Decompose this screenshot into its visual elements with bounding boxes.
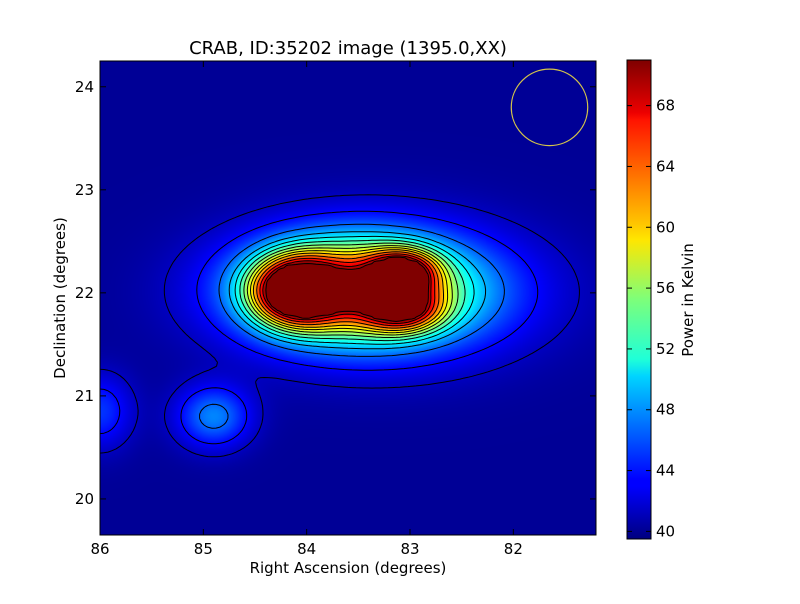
x-tick-label: 82	[504, 540, 523, 558]
y-tick-label: 21	[75, 387, 94, 405]
contour-line	[250, 247, 449, 334]
contour-line	[265, 256, 430, 322]
x-axis-ticks: 86 85 84 83 82	[90, 61, 523, 558]
contour-line	[99, 210, 539, 445]
x-tick-label: 85	[194, 540, 213, 558]
beam-marker	[510, 68, 589, 147]
colorbar: 40 44 48 52 56 60 64 68	[626, 59, 675, 540]
colorbar-ticks: 40 44 48 52 56 60 64 68	[627, 97, 675, 540]
heatmap-image	[100, 61, 596, 535]
contour-line	[262, 255, 432, 324]
contour-line	[243, 242, 459, 338]
y-tick-label: 20	[75, 490, 94, 508]
y-tick-label: 22	[75, 284, 94, 302]
x-axis-label: Right Ascension (degrees)	[250, 559, 447, 577]
colorbar-tick-label: 68	[656, 97, 675, 115]
colorbar-tick-label: 48	[656, 401, 675, 419]
y-axis-label: Declination (degrees)	[51, 217, 69, 379]
y-tick-label: 23	[75, 181, 94, 199]
colorbar-tick-label: 52	[656, 340, 675, 358]
colorbar-tick-label: 40	[656, 522, 675, 540]
colorbar-label: Power in Kelvin	[679, 243, 697, 357]
contour-line	[259, 253, 436, 327]
colorbar-gradient	[626, 59, 652, 540]
plot-area	[99, 60, 597, 536]
plot-frame	[99, 60, 597, 536]
x-tick-label: 83	[400, 540, 419, 558]
x-tick-label: 84	[297, 540, 316, 558]
y-axis-ticks: 20 21 22 23 24	[75, 78, 596, 508]
contour-line	[199, 223, 505, 429]
contour-line	[228, 231, 487, 350]
colorbar-tick-label: 60	[656, 218, 675, 236]
contour-line	[234, 235, 475, 345]
contour-line	[239, 239, 466, 342]
contour-line	[252, 249, 444, 331]
x-tick-label: 86	[90, 540, 109, 558]
contour-line	[99, 194, 580, 458]
y-tick-label: 24	[75, 78, 94, 96]
colorbar-tick-label: 44	[656, 462, 675, 480]
contour-line	[246, 245, 453, 336]
colorbar-tick-label: 64	[656, 157, 675, 175]
contour-line	[256, 251, 440, 329]
contour-layer	[99, 194, 580, 458]
chart-title: CRAB, ID:35202 image (1395.0,XX)	[189, 38, 507, 59]
colorbar-tick-label: 56	[656, 279, 675, 297]
